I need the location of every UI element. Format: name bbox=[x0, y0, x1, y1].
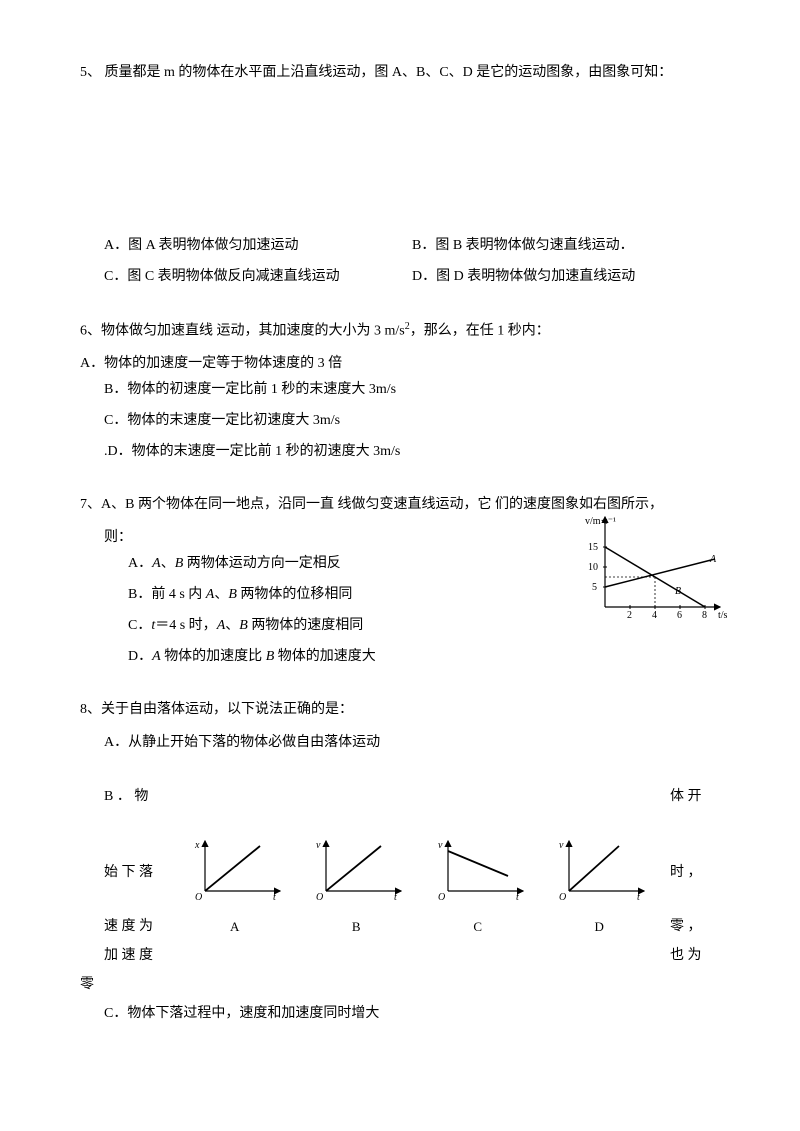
q7-optD: D．A 物体的加速度比 B 物体的加速度大 bbox=[80, 644, 496, 669]
q7-optA-post: 两物体运动方向一定相反 bbox=[183, 556, 341, 571]
q7-optD-mid: 物体的加速度比 bbox=[161, 649, 266, 664]
svg-text:x: x bbox=[194, 840, 200, 851]
q8-b-left5: 零 bbox=[80, 972, 94, 997]
q7-optD-i2: B bbox=[266, 649, 275, 664]
q7-optA: A．A、B 两物体运动方向一定相反 bbox=[80, 551, 496, 576]
q8-b-right4: 也 为 bbox=[660, 943, 720, 968]
q6-optB: B．物体的初速度一定比前 1 秒的末速度大 3m/s bbox=[80, 377, 720, 402]
q8-b-right2: 时 ， bbox=[660, 860, 720, 885]
q6-text-before: 6、物体做匀加速直线 运动，其加速度的大小为 3 m/s bbox=[80, 323, 405, 338]
q8-b-left2: 始 下 落 bbox=[104, 860, 174, 885]
q7-optB-pre: B．前 4 s 内 bbox=[128, 587, 206, 602]
q7-xtick-8: 8 bbox=[702, 610, 707, 621]
svg-text:t: t bbox=[637, 892, 640, 901]
q5-optC: C．图 C 表明物体做反向减速直线运动 bbox=[104, 264, 412, 289]
svg-text:v: v bbox=[316, 840, 321, 851]
q7-xtick-2: 2 bbox=[627, 610, 632, 621]
q5-figure-gap bbox=[80, 93, 720, 233]
question-7: 7、A、B 两个物体在同一地点，沿同一直 线做匀变速直线运动，它 们的速度图象如… bbox=[80, 492, 720, 669]
q7-graph-svg: 5 10 15 2 4 6 8 v/m·s⁻¹ t/s A B bbox=[580, 512, 730, 622]
q6-optC: C．物体的末速度一定比初速度大 3m/s bbox=[80, 408, 720, 433]
q8-row4: 加 速 度 也 为 bbox=[80, 943, 720, 968]
q7-optB: B．前 4 s 内 A、B 两物体的位移相同 bbox=[80, 582, 496, 607]
q8-graph-label-D: D bbox=[549, 915, 649, 938]
question-5: 5、 质量都是 m 的物体在水平面上沿直线运动，图 A、B、C、D 是它的运动图… bbox=[80, 60, 720, 290]
q7-ytick-10: 10 bbox=[588, 562, 598, 573]
q6-optA: A．物体的加速度一定等于物体速度的 3 倍 bbox=[80, 351, 720, 376]
q7-optA-pre: A． bbox=[128, 556, 152, 571]
svg-text:O: O bbox=[438, 892, 445, 901]
q7-optC-mid2: 、 bbox=[225, 618, 239, 633]
q8-graphs-row: x Ot v Ot v Ot v Ot bbox=[174, 836, 660, 910]
q7-optD-pre: D． bbox=[128, 649, 152, 664]
q7-xtick-6: 6 bbox=[677, 610, 682, 621]
q7-optB-mid: 、 bbox=[214, 587, 228, 602]
q8-row1: B ． 物 体 开 bbox=[80, 762, 720, 832]
q8-graph-C: v Ot bbox=[428, 836, 528, 910]
q7-labelA: A bbox=[709, 554, 717, 565]
q8-graph-A: x Ot bbox=[185, 836, 285, 910]
q8-optC: C．物体下落过程中，速度和加速度同时增大 bbox=[80, 1001, 720, 1026]
q7-optA-i2: B bbox=[175, 556, 184, 571]
q7-graph: 5 10 15 2 4 6 8 v/m·s⁻¹ t/s A B bbox=[580, 512, 730, 622]
q7-optC-i2: A bbox=[217, 618, 226, 633]
question-6: 6、物体做匀加速直线 运动，其加速度的大小为 3 m/s2，那么，在任 1 秒内… bbox=[80, 318, 720, 465]
q7-labelB: B bbox=[675, 586, 681, 597]
q7-options: A．A、B 两物体运动方向一定相反 B．前 4 s 内 A、B 两物体的位移相同… bbox=[80, 551, 496, 670]
q7-xlabel: t/s bbox=[718, 610, 728, 621]
q7-ytick-15: 15 bbox=[588, 542, 598, 553]
svg-text:t: t bbox=[516, 892, 519, 901]
svg-text:O: O bbox=[195, 892, 202, 901]
q6-text: 6、物体做匀加速直线 运动，其加速度的大小为 3 m/s2，那么，在任 1 秒内… bbox=[80, 318, 720, 344]
q5-optB: B．图 B 表明物体做匀速直线运动． bbox=[412, 233, 720, 258]
q8-b-left4: 加 速 度 bbox=[104, 943, 174, 968]
q8-graph-label-A: A bbox=[185, 915, 285, 938]
q5-options-row1: A．图 A 表明物体做匀加速运动 B．图 B 表明物体做匀速直线运动． bbox=[80, 233, 720, 258]
q8-row3: 速 度 为 ABCD 零 ， bbox=[80, 914, 720, 939]
q8-graph-labels: ABCD bbox=[174, 915, 660, 938]
q8-b-left3: 速 度 为 bbox=[104, 914, 174, 939]
question-8: 8、关于自由落体运动，以下说法正确的是： A．从静止开始下落的物体必做自由落体运… bbox=[80, 697, 720, 1026]
q8-row5: 零 bbox=[80, 972, 720, 997]
q8-row2: 始 下 落 x Ot v Ot v Ot v Ot 时 ， bbox=[80, 836, 720, 910]
q7-ylabel: v/m·s⁻¹ bbox=[585, 516, 616, 527]
q7-optD-i1: A bbox=[152, 649, 161, 664]
q7-optD-post: 物体的加速度大 bbox=[274, 649, 376, 664]
q7-optC: C．t＝4 s 时，A、B 两物体的速度相同 bbox=[80, 613, 496, 638]
q7-xtick-4: 4 bbox=[652, 610, 657, 621]
q8-b-right1: 体 开 bbox=[660, 784, 720, 809]
q7-optC-pre: C． bbox=[128, 618, 151, 633]
svg-text:O: O bbox=[316, 892, 323, 901]
svg-text:t: t bbox=[273, 892, 276, 901]
q7-ytick-5: 5 bbox=[592, 582, 597, 593]
svg-text:O: O bbox=[559, 892, 566, 901]
q8-b-left1: B ． 物 bbox=[104, 784, 174, 809]
q8-graph-label-C: C bbox=[428, 915, 528, 938]
q8-b-right3: 零 ， bbox=[660, 914, 720, 939]
q7-optA-mid: 、 bbox=[161, 556, 175, 571]
q7-optC-post: 两物体的速度相同 bbox=[248, 618, 364, 633]
q8-text: 8、关于自由落体运动，以下说法正确的是： bbox=[80, 697, 720, 722]
q6-text-after: ，那么，在任 1 秒内： bbox=[410, 323, 550, 338]
q5-options-row2: C．图 C 表明物体做反向减速直线运动 D．图 D 表明物体做匀加速直线运动 bbox=[80, 264, 720, 289]
q8-graph-B: v Ot bbox=[306, 836, 406, 910]
svg-text:v: v bbox=[559, 840, 564, 851]
q7-optC-i3: B bbox=[239, 618, 248, 633]
q7-optB-i2: B bbox=[228, 587, 237, 602]
q7-optA-i1: A bbox=[152, 556, 161, 571]
svg-text:t: t bbox=[394, 892, 397, 901]
q5-text: 5、 质量都是 m 的物体在水平面上沿直线运动，图 A、B、C、D 是它的运动图… bbox=[80, 60, 720, 85]
svg-text:v: v bbox=[438, 840, 443, 851]
q8-graph-D: v Ot bbox=[549, 836, 649, 910]
q8-optA: A．从静止开始下落的物体必做自由落体运动 bbox=[80, 730, 720, 755]
q7-optC-mid1: ＝4 s 时， bbox=[155, 618, 216, 633]
q8-graph-label-B: B bbox=[306, 915, 406, 938]
q5-optA: A．图 A 表明物体做匀加速运动 bbox=[104, 233, 412, 258]
q7-optB-post: 两物体的位移相同 bbox=[237, 587, 353, 602]
q6-optD: .D．物体的末速度一定比前 1 秒的初速度大 3m/s bbox=[80, 439, 720, 464]
q5-optD: D．图 D 表明物体做匀加速直线运动 bbox=[412, 264, 720, 289]
